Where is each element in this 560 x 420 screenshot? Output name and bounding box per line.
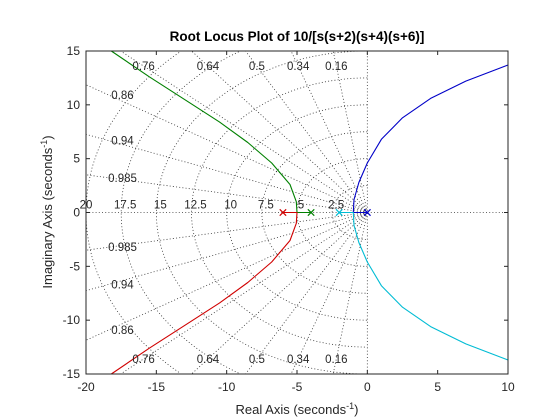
damping-grid-ray-lower-6 <box>85 212 368 292</box>
damping-label-lower-6: 0.94 <box>111 279 134 291</box>
damping-label-upper-0: 0.76 <box>132 61 154 73</box>
pole-marker-stroke-b <box>279 208 287 217</box>
x-tick-label-0: -20 <box>77 380 95 394</box>
damping-frequency-grid <box>85 50 508 375</box>
pole-marker-stroke-b <box>307 208 315 217</box>
locus-branches <box>110 50 509 375</box>
y-axis-title: Imaginary Axis (seconds-1) <box>39 135 55 288</box>
damping-label-lower-1: 0.64 <box>197 354 220 366</box>
locus-branch-3 <box>110 211 298 375</box>
locus-branch-2 <box>110 50 312 214</box>
y-tick-label-5: 10 <box>67 98 81 112</box>
pole-marker-3 <box>279 208 287 217</box>
damping-label-upper-2: 0.5 <box>249 61 265 73</box>
y-tick-label-1: -10 <box>63 313 81 327</box>
y-tick-label-0: -15 <box>63 367 81 381</box>
damping-grid-ray-upper-3 <box>191 50 368 213</box>
x-tick-label-6: 10 <box>501 380 515 394</box>
pole-markers <box>279 208 371 217</box>
frequency-label-3: 12.5 <box>184 200 206 212</box>
x-tick-label-3: -5 <box>292 380 303 394</box>
pole-marker-0 <box>363 208 371 217</box>
frequency-label-2: 15 <box>154 200 167 212</box>
frequency-label-4: 10 <box>224 200 237 212</box>
damping-grid-ray-lower-4 <box>120 212 368 375</box>
damping-label-lower-5: 0.86 <box>111 325 133 337</box>
y-tick-label-6: 15 <box>67 44 81 58</box>
x-tick-label-2: -10 <box>218 380 236 394</box>
y-axis-exponent: -1 <box>39 140 49 148</box>
frequency-label-1: 17.5 <box>114 200 136 212</box>
damping-grid-ray-upper-5 <box>85 84 368 213</box>
damping-grid-ray-upper-4 <box>120 50 368 213</box>
x-tick-label-4: 0 <box>364 380 371 394</box>
grid-labels: 0.76 0.76 0.64 0.64 0.5 0.5 0.34 0.34 0.16 0.16 0.… <box>80 61 348 366</box>
locus-branch-0 <box>352 64 509 214</box>
damping-label-upper-7: 0.985 <box>108 173 137 185</box>
x-axis-title-text: Real Axis (seconds <box>236 402 347 417</box>
damping-label-upper-5: 0.86 <box>111 90 133 102</box>
pole-marker-stroke-b <box>363 208 371 217</box>
x-axis-exponent: -1 <box>346 401 354 411</box>
y-axis-title-text: Imaginary Axis (seconds <box>40 147 55 288</box>
y-axis-close-paren: ) <box>40 135 55 139</box>
pole-marker-2 <box>307 208 315 217</box>
damping-label-lower-7: 0.985 <box>108 242 137 254</box>
frequency-label-6: 5 <box>298 200 304 212</box>
y-tick-label-4: 5 <box>73 152 80 166</box>
damping-label-upper-1: 0.64 <box>197 61 220 73</box>
damping-label-upper-4: 0.16 <box>325 61 347 73</box>
damping-label-lower-3: 0.34 <box>287 354 310 366</box>
frequency-grid-arc-3 <box>226 104 368 321</box>
locus-branch-1 <box>339 211 509 361</box>
frequency-label-7: 2.5 <box>328 200 344 212</box>
pole-marker-stroke-b <box>335 208 343 217</box>
damping-label-upper-6: 0.94 <box>111 136 134 148</box>
damping-label-lower-4: 0.16 <box>325 354 347 366</box>
x-axis-close-paren: ) <box>354 402 358 417</box>
damping-label-lower-2: 0.5 <box>249 354 265 366</box>
frequency-grid-arc-4 <box>191 77 368 348</box>
y-tick-label-2: -5 <box>69 259 80 273</box>
pole-marker-1 <box>335 208 343 217</box>
damping-grid-ray-lower-3 <box>191 212 368 375</box>
chart-title: Root Locus Plot of 10/[s(s+2)(s+4)(s+6)] <box>170 29 425 44</box>
damping-grid-ray-lower-5 <box>85 212 368 341</box>
damping-label-lower-0: 0.76 <box>132 354 154 366</box>
damping-grid-ray-upper-1 <box>290 50 368 213</box>
damping-grid-ray-lower-1 <box>290 212 368 375</box>
y-tick-label-3: 0 <box>73 206 80 220</box>
x-tick-label-5: 5 <box>434 380 441 394</box>
damping-label-upper-3: 0.34 <box>287 61 310 73</box>
x-axis-title: Real Axis (seconds-1) <box>236 401 359 417</box>
x-tick-label-1: -15 <box>148 380 166 394</box>
damping-grid-ray-upper-6 <box>85 133 368 213</box>
frequency-label-5: 7.5 <box>258 200 274 212</box>
